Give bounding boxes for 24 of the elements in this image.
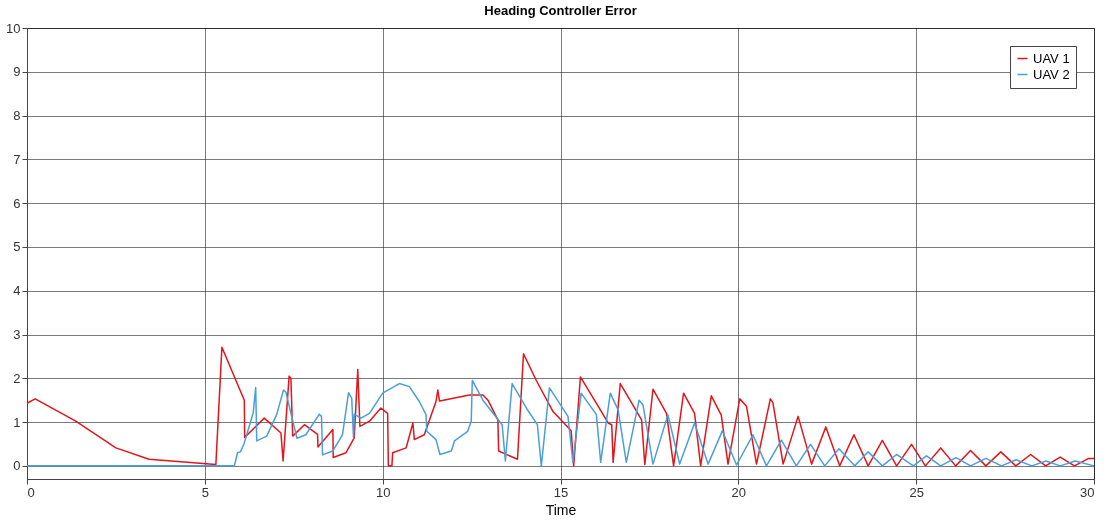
y-tick-label: 6 xyxy=(13,195,21,211)
chart-title: Heading Controller Error xyxy=(484,3,637,18)
y-tick-label: 7 xyxy=(13,151,21,167)
x-tick-label: 20 xyxy=(731,484,747,500)
legend-label: UAV 1 xyxy=(1033,50,1070,66)
x-tick-label: 25 xyxy=(909,484,924,500)
y-tick-label: 5 xyxy=(13,239,21,255)
y-tick-label: 4 xyxy=(13,283,21,299)
legend-label: UAV 2 xyxy=(1033,66,1070,82)
x-tick-label: 30 xyxy=(1080,484,1095,500)
y-tick-label: 3 xyxy=(13,327,21,342)
x-tick-label: 10 xyxy=(375,484,391,500)
x-tick-label: 0 xyxy=(27,484,35,500)
y-tick-label: 0 xyxy=(13,458,21,474)
y-tick-label: 2 xyxy=(13,370,21,386)
y-tick-label: 8 xyxy=(13,108,21,124)
y-tick-label: 10 xyxy=(6,20,21,36)
line-series xyxy=(26,379,1095,467)
x-tick-label: 5 xyxy=(201,484,209,500)
line-series xyxy=(26,346,1095,467)
y-tick-label: 1 xyxy=(13,414,21,430)
x-axis-title: Time xyxy=(545,501,577,518)
x-tick-label: 15 xyxy=(553,484,569,500)
y-tick-label: 9 xyxy=(13,64,21,80)
